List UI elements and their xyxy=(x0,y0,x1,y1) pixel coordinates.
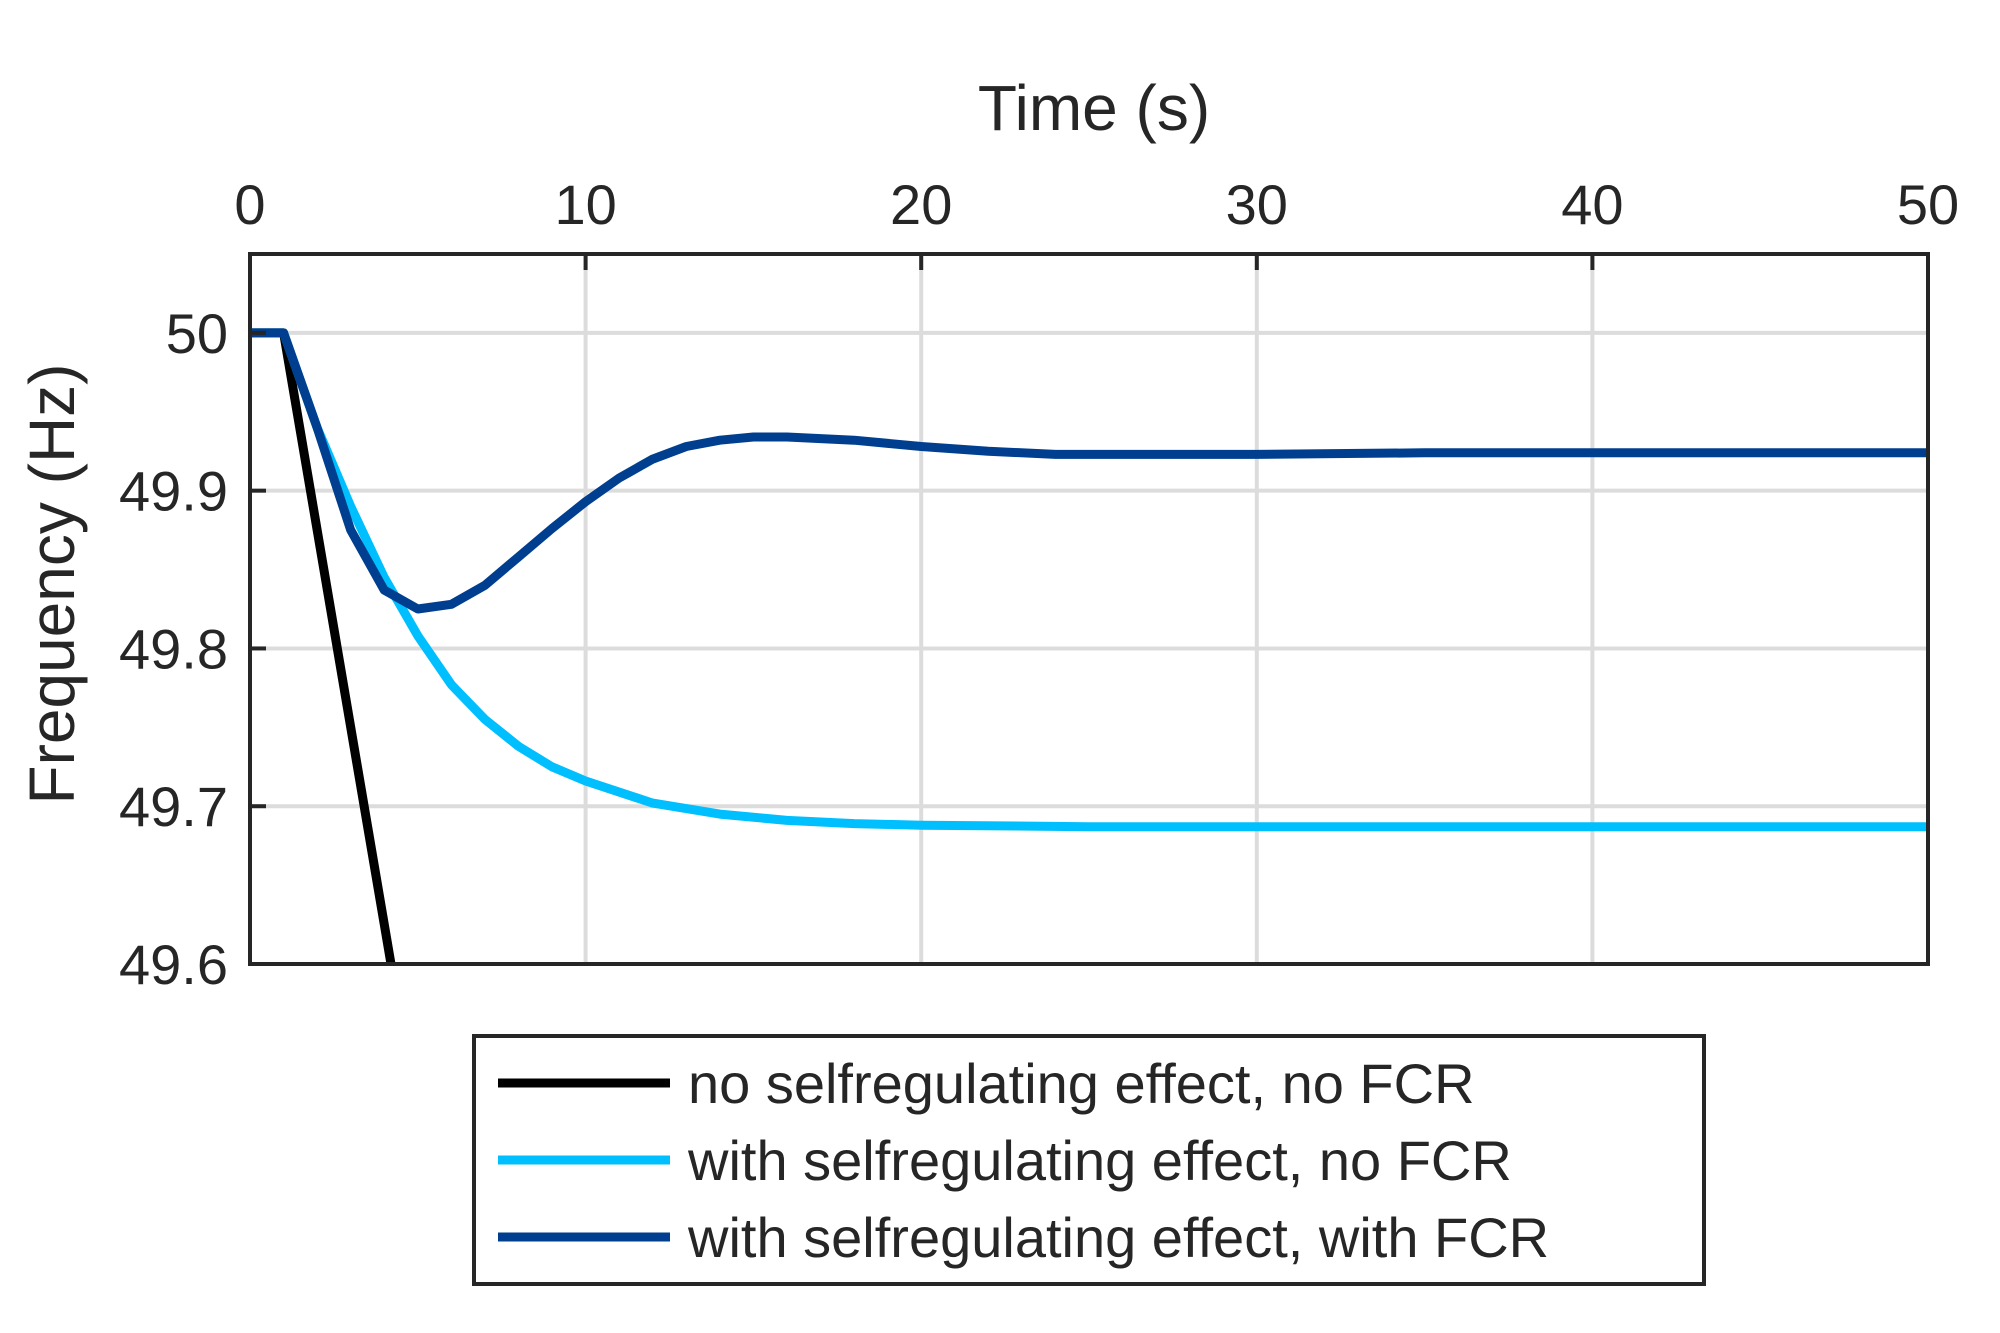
y-tick-label: 50 xyxy=(166,302,228,365)
x-tick-label: 20 xyxy=(890,173,952,236)
x-tick-label: 0 xyxy=(234,173,265,236)
legend-item: with selfregulating effect, with FCR xyxy=(498,1206,1549,1269)
legend-label: no selfregulating effect, no FCR xyxy=(688,1052,1475,1115)
y-tick-label: 49.7 xyxy=(119,775,228,838)
x-tick-label: 10 xyxy=(554,173,616,236)
x-tick-label: 30 xyxy=(1226,173,1288,236)
series-line-3 xyxy=(250,328,1928,614)
legend-label: with selfregulating effect, no FCR xyxy=(687,1129,1512,1192)
ticks: 0 10 20 30 40 50 49.6 49.7 49.8 49.9 50 xyxy=(119,173,1959,996)
x-axis-title: Time (s) xyxy=(978,72,1210,144)
y-axis-title: Frequency (Hz) xyxy=(16,364,88,805)
legend-item: no selfregulating effect, no FCR xyxy=(498,1052,1475,1115)
legend: no selfregulating effect, no FCR with sel… xyxy=(472,1034,1706,1286)
y-tick-label: 49.8 xyxy=(119,617,228,680)
legend-label: with selfregulating effect, with FCR xyxy=(687,1206,1549,1269)
plot-frame xyxy=(248,252,1930,966)
x-tick-label: 50 xyxy=(1897,173,1959,236)
legend-items: no selfregulating effect, no FCR with sel… xyxy=(498,1052,1549,1269)
legend-box xyxy=(472,1034,1706,1286)
y-tick-label: 49.9 xyxy=(119,460,228,523)
y-tick-label: 49.6 xyxy=(119,933,228,996)
grid xyxy=(250,254,1928,964)
legend-item: with selfregulating effect, no FCR xyxy=(498,1129,1512,1192)
x-tick-label: 40 xyxy=(1561,173,1623,236)
series-line-2 xyxy=(250,328,1928,832)
